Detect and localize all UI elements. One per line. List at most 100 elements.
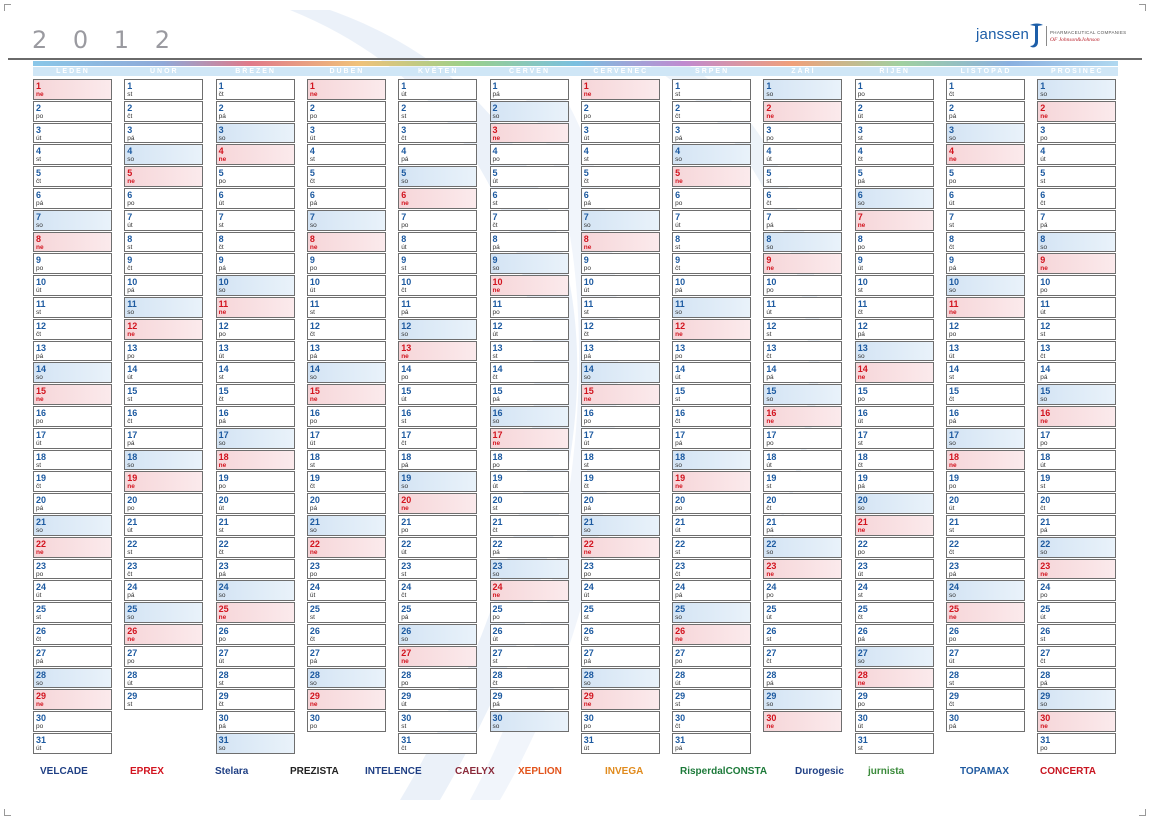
day-of-week: st: [309, 156, 315, 164]
day-of-week: ne: [218, 156, 227, 164]
day-cell: 29 ne: [580, 689, 660, 711]
day-number: 19: [401, 473, 412, 484]
day-cell: 23 út: [854, 558, 934, 580]
day-number: 24: [949, 582, 960, 593]
day-cell: 5 út: [489, 166, 569, 187]
day-of-week: po: [401, 374, 409, 382]
day-of-week: so: [857, 505, 865, 513]
day-number: 24: [401, 582, 412, 593]
day-cell: 11 pá: [398, 297, 478, 318]
brand-logo: VELCADE: [40, 766, 88, 777]
day-number: 5: [1040, 168, 1046, 179]
day-of-week: pá: [766, 374, 774, 382]
day-of-week: so: [309, 527, 317, 534]
day-cell: 25 so: [124, 602, 204, 623]
day-number: 21: [857, 517, 868, 527]
day-of-week: st: [675, 548, 681, 556]
brand-logo: INTELENCE: [365, 766, 422, 777]
day-cell: 17 po: [1037, 427, 1117, 449]
day-of-week: pá: [766, 679, 774, 687]
day-number: 20: [583, 495, 594, 506]
day-number: 4: [309, 146, 315, 157]
day-cell: 25 ne: [946, 602, 1025, 623]
janssen-j-icon: [1030, 23, 1043, 48]
day-number: 29: [583, 691, 594, 702]
day-cell: 25 čt: [854, 602, 934, 623]
day-of-week: čt: [36, 178, 42, 186]
day-of-week: čt: [857, 156, 863, 164]
day-number: 8: [218, 233, 224, 244]
day-of-week: so: [218, 439, 226, 447]
day-of-week: po: [1040, 592, 1048, 600]
day-of-week: út: [401, 396, 407, 404]
day-number: 20: [218, 495, 229, 506]
day-cell: 24 po: [763, 580, 843, 602]
day-number: 18: [857, 451, 868, 462]
day-cell: 28 so: [306, 667, 386, 689]
day-number: 27: [36, 647, 47, 658]
day-of-week: so: [127, 461, 135, 469]
day-of-week: st: [1040, 636, 1046, 643]
day-of-week: út: [857, 570, 864, 578]
day-cell: 8 po: [854, 231, 934, 253]
day-of-week: po: [309, 112, 318, 120]
day-number: 10: [1040, 277, 1051, 288]
day-number: 1: [492, 81, 498, 91]
day-cell: 23 po: [306, 558, 386, 580]
day-of-week: ne: [1040, 265, 1048, 273]
day-of-week: st: [766, 330, 772, 338]
day-number: 2: [218, 102, 224, 113]
day-cell: 20 čt: [763, 493, 843, 514]
day-number: 11: [766, 299, 776, 309]
day-cell: 24 út: [33, 580, 112, 602]
day-of-week: po: [492, 461, 500, 469]
day-number: 9: [127, 255, 133, 266]
day-cell: 29 čt: [946, 689, 1025, 711]
day-of-week: st: [949, 527, 955, 534]
day-number: 17: [127, 429, 138, 440]
day-number: 5: [949, 168, 955, 179]
day-cell: 24 so: [946, 580, 1025, 602]
day-of-week: út: [583, 592, 590, 600]
day-number: 12: [309, 320, 320, 331]
day-of-week: út: [1040, 309, 1046, 316]
day-number: 27: [857, 647, 868, 658]
day-cell: 23 po: [33, 558, 112, 580]
day-cell: 13 po: [672, 340, 752, 362]
day-of-week: út: [949, 352, 955, 360]
day-number: 4: [766, 146, 772, 157]
day-cell: 15 čt: [215, 384, 295, 405]
day-of-week: čt: [583, 636, 589, 643]
day-of-week: ne: [218, 309, 227, 316]
day-number: 7: [127, 211, 133, 222]
day-cell: 8 ne: [306, 231, 386, 253]
janssen-logo: janssen PHARMACEUTICAL COMPANIES OF John…: [976, 22, 1126, 54]
day-number: 20: [857, 495, 868, 506]
day-cell: 19 ne: [124, 471, 204, 493]
day-cell: 15 čt: [946, 384, 1025, 405]
brand-logo: Durogesic: [795, 766, 844, 777]
day-of-week: út: [36, 134, 42, 142]
day-number: 2: [949, 102, 955, 113]
day-number: 11: [1040, 299, 1050, 309]
day-of-week: pá: [492, 548, 500, 556]
day-of-week: ne: [127, 330, 135, 338]
day-number: 25: [949, 604, 960, 615]
day-of-week: út: [127, 221, 133, 229]
day-of-week: pá: [401, 614, 409, 622]
day-number: 16: [36, 408, 47, 418]
day-cell: 17 pá: [672, 427, 752, 449]
day-number: 28: [766, 669, 777, 680]
day-number: 6: [675, 190, 681, 200]
day-cell: 12 so: [398, 318, 478, 340]
day-cell: 26 ne: [124, 624, 204, 645]
crop-mark: [4, 809, 11, 816]
day-of-week: po: [949, 483, 957, 491]
day-of-week: ne: [401, 200, 409, 207]
